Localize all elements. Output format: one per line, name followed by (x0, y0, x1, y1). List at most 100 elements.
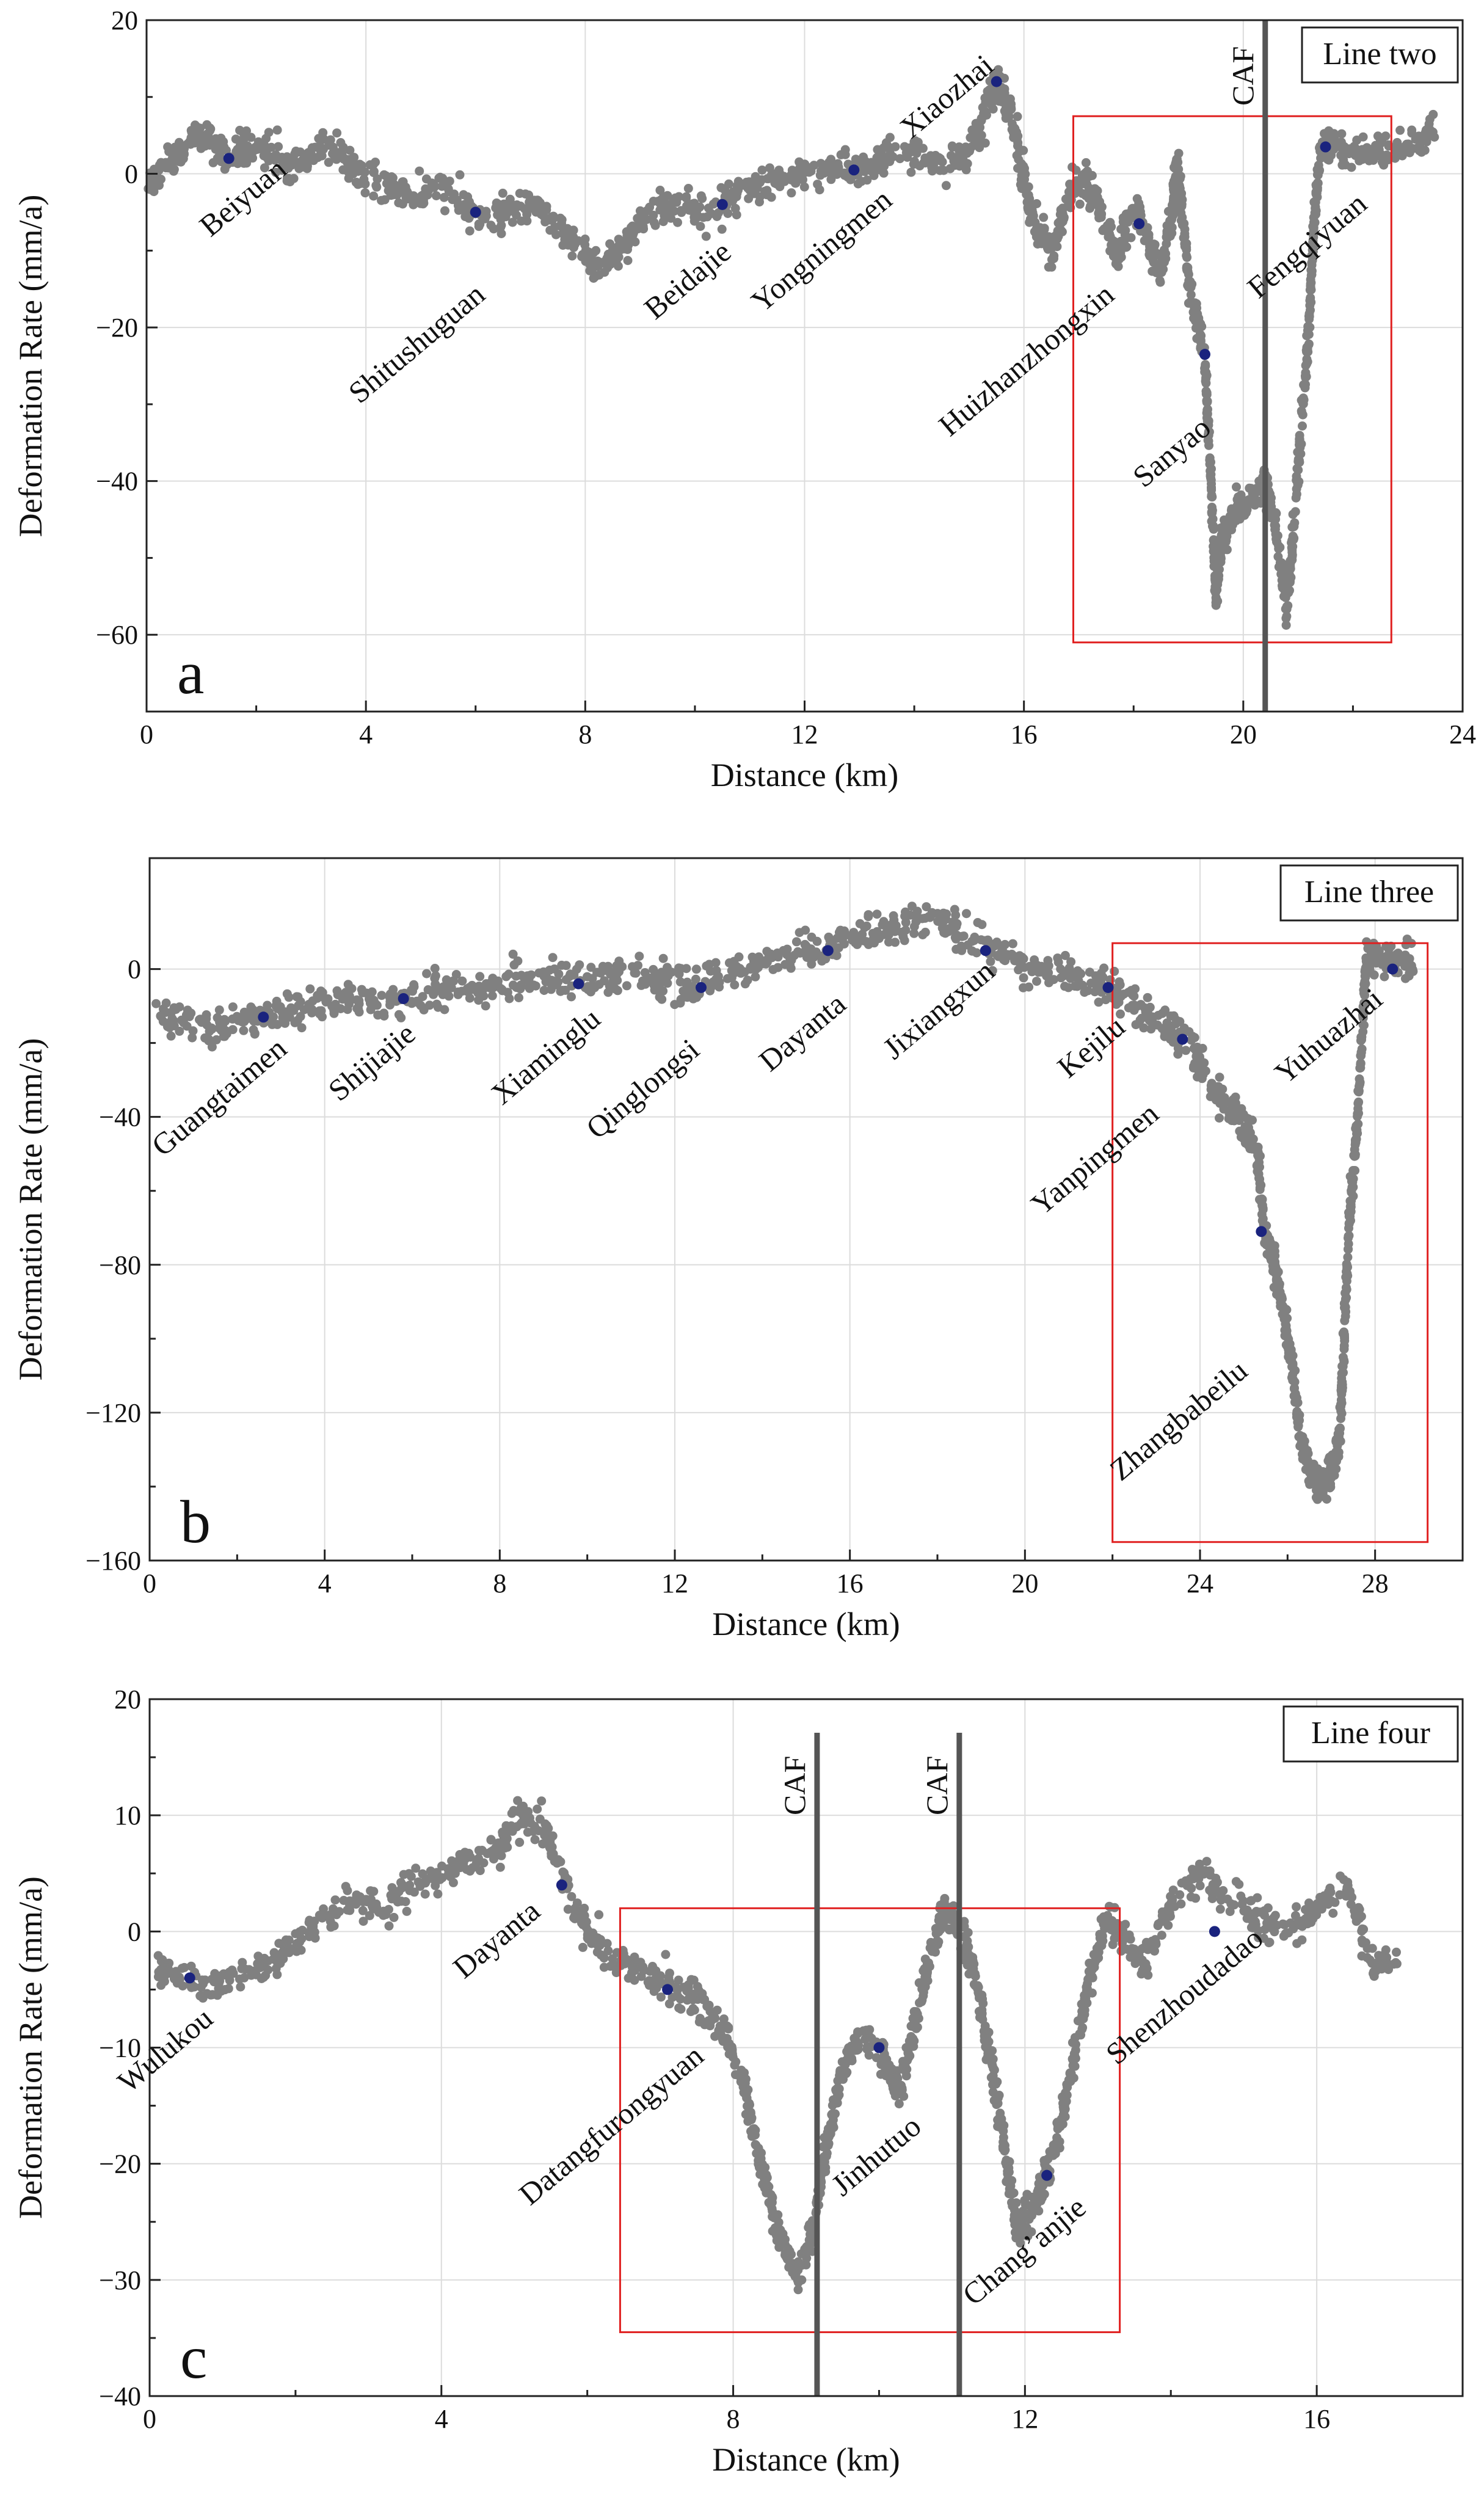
scatter-points (151, 902, 1418, 1504)
data-point (770, 178, 780, 188)
data-point (481, 1001, 490, 1011)
data-point (1292, 489, 1301, 499)
data-point (440, 206, 449, 216)
data-point (928, 166, 937, 176)
data-point (550, 222, 559, 231)
data-point (1003, 2166, 1013, 2176)
panel-letter: b (180, 1488, 211, 1556)
data-point (1184, 279, 1193, 289)
data-point (372, 1000, 382, 1010)
data-point (372, 1903, 382, 1912)
data-point (304, 1918, 314, 1928)
data-point (785, 960, 795, 970)
data-point (1308, 244, 1318, 254)
data-point (795, 157, 804, 167)
data-point (1238, 1110, 1248, 1119)
data-point (1347, 1187, 1356, 1197)
data-point (411, 1863, 421, 1873)
x-tick-label: 24 (1449, 719, 1476, 749)
data-point (1201, 387, 1211, 396)
data-point (1019, 183, 1029, 192)
data-point (1052, 234, 1062, 244)
data-point (211, 1035, 221, 1044)
data-point (420, 1878, 430, 1888)
data-point (1240, 496, 1249, 506)
data-point (682, 964, 691, 974)
data-point (807, 959, 817, 969)
data-point (1155, 275, 1165, 285)
data-point (1343, 1262, 1353, 1272)
data-point (567, 1892, 577, 1901)
x-tick-label: 0 (140, 719, 153, 749)
x-axis-title: Distance (km) (711, 757, 898, 793)
station-dot (716, 199, 728, 210)
data-point (1207, 485, 1217, 495)
data-point (1044, 968, 1053, 977)
data-point (387, 172, 396, 181)
data-point (827, 2110, 837, 2119)
data-point (296, 1945, 306, 1955)
data-point (820, 2157, 829, 2166)
data-point (176, 150, 186, 160)
data-point (1083, 986, 1093, 996)
data-point (1232, 501, 1242, 511)
data-point (1083, 1979, 1093, 1989)
data-point (909, 928, 919, 938)
data-point (354, 999, 364, 1009)
data-point (1360, 147, 1370, 157)
x-tick-label: 8 (493, 1568, 506, 1598)
data-point (1015, 147, 1024, 156)
data-point (345, 145, 355, 155)
data-point (613, 261, 623, 271)
data-point (894, 2099, 904, 2108)
data-point (523, 971, 533, 981)
data-point (236, 1982, 246, 1992)
data-point (1287, 555, 1297, 565)
data-point (389, 1912, 399, 1922)
data-point (506, 1821, 516, 1830)
station-dot (258, 1011, 269, 1023)
data-point (1060, 950, 1070, 960)
data-point (151, 999, 161, 1008)
data-point (215, 1976, 225, 1986)
data-point (1257, 1195, 1267, 1205)
data-point (1145, 1002, 1155, 1012)
data-point (478, 1846, 487, 1856)
data-point (797, 2260, 807, 2270)
caf-label: CAF (1226, 46, 1260, 106)
data-point (219, 137, 228, 147)
data-point (1262, 1234, 1271, 1244)
data-point (397, 1883, 407, 1893)
data-point (1019, 161, 1028, 171)
data-point (676, 2005, 686, 2014)
data-point (933, 1940, 942, 1950)
data-point (1149, 251, 1159, 261)
data-point (501, 972, 511, 982)
data-point (421, 174, 431, 184)
data-point (584, 247, 594, 257)
data-point (1216, 523, 1226, 533)
scatter-points (144, 65, 1439, 630)
data-point (1209, 521, 1218, 531)
data-point (890, 142, 900, 151)
data-point (324, 158, 333, 167)
data-point (1014, 155, 1024, 164)
data-point (1058, 2119, 1068, 2129)
data-point (922, 1959, 932, 1969)
data-point (955, 142, 964, 152)
data-point (404, 1869, 414, 1879)
data-point (1231, 1092, 1240, 1102)
data-point (1126, 233, 1136, 242)
data-point (213, 1013, 222, 1022)
data-point (751, 2140, 760, 2149)
data-point (449, 976, 459, 986)
data-point (860, 2034, 870, 2044)
data-point (343, 167, 353, 177)
data-point (1081, 158, 1091, 167)
data-point (204, 1035, 214, 1044)
data-point (562, 224, 572, 233)
data-point (252, 145, 262, 155)
data-point (1139, 1023, 1149, 1033)
station-label: Yuhuazhai (1268, 981, 1389, 1090)
